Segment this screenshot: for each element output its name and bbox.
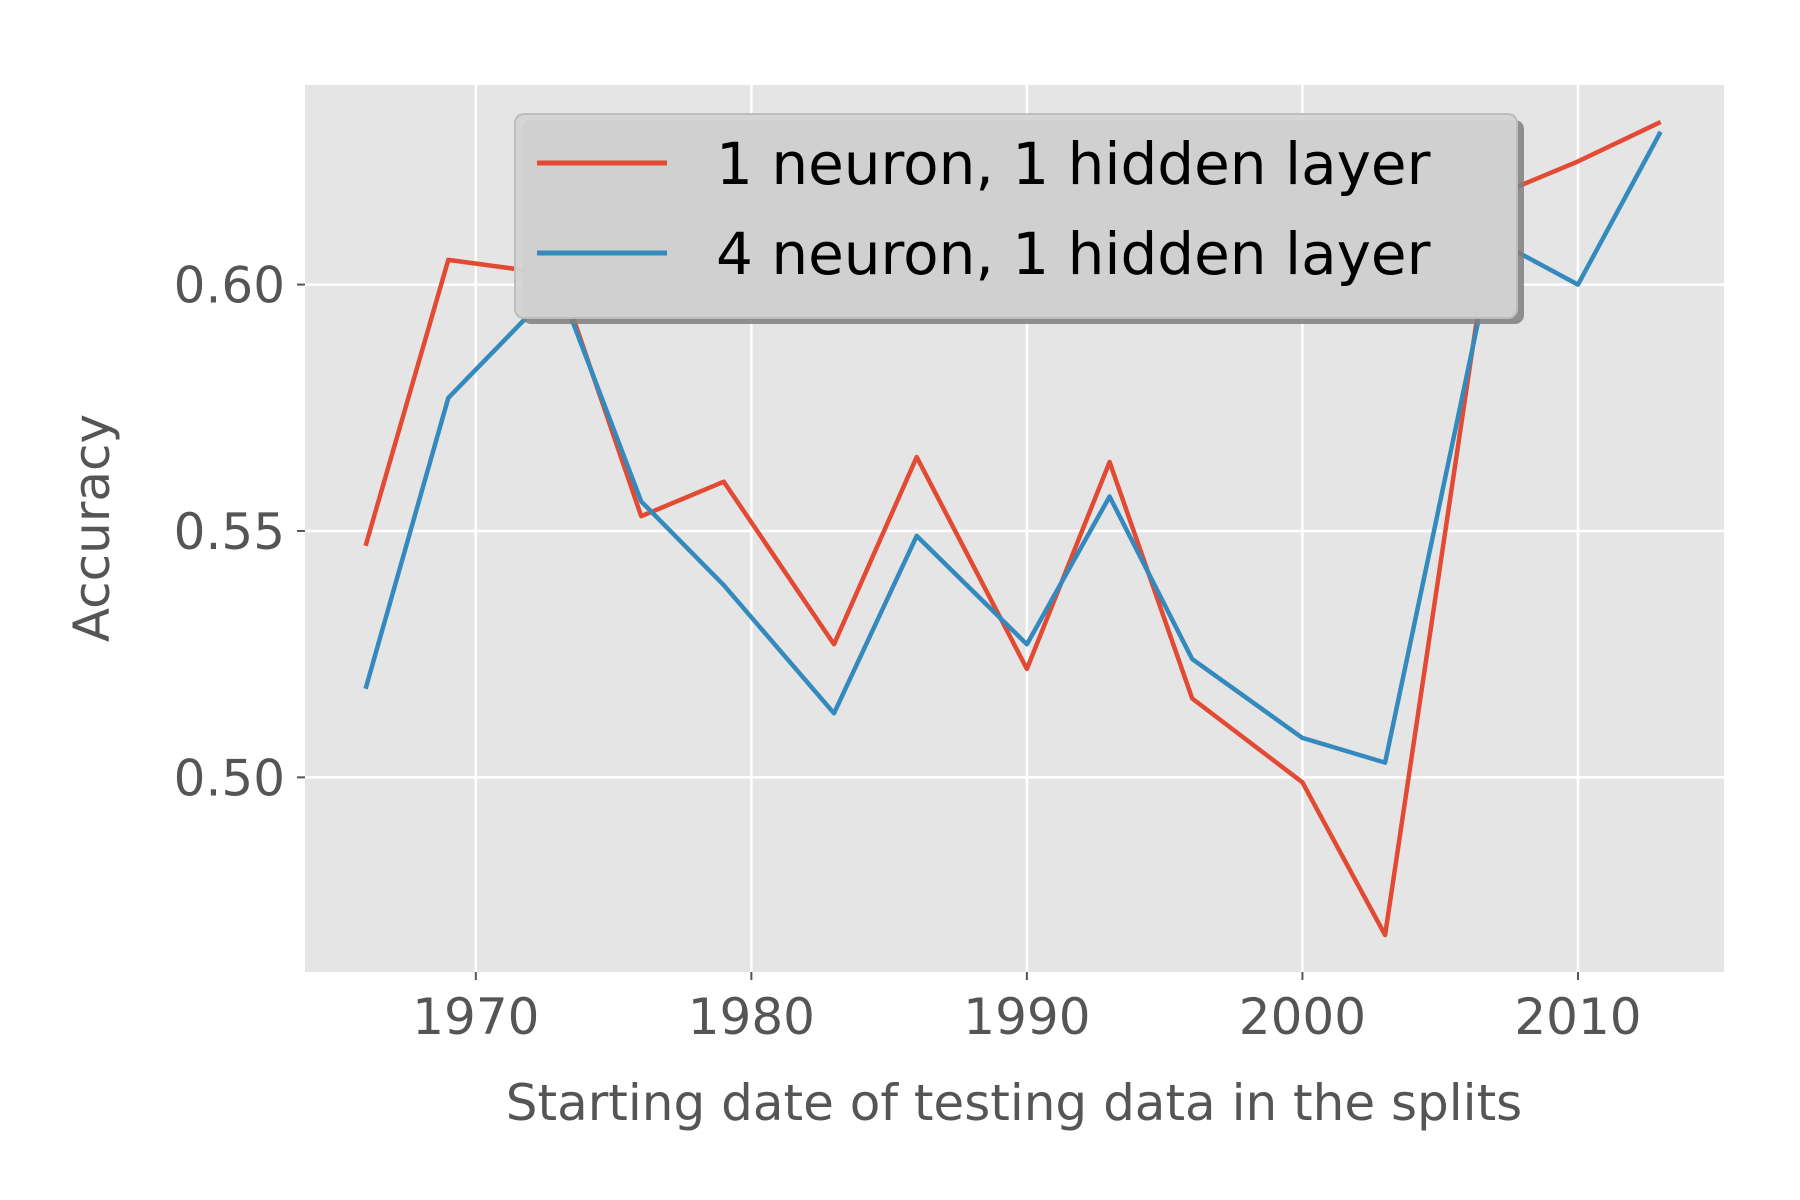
y-tick-label: 0.55	[174, 503, 285, 561]
y-tick-label: 0.60	[174, 257, 285, 315]
legend-label-series-1: 1 neuron, 1 hidden layer	[716, 130, 1431, 198]
legend-label-series-2: 4 neuron, 1 hidden layer	[716, 220, 1431, 288]
series-lines	[363, 119, 1663, 938]
x-tick-label: 2000	[1239, 988, 1366, 1046]
y-tick-label: 0.50	[174, 749, 285, 807]
legend: 1 neuron, 1 hidden layer 4 neuron, 1 hid…	[514, 113, 1524, 324]
legend-box	[514, 113, 1518, 319]
series-line-2	[363, 130, 1663, 765]
y-axis-label: Accuracy	[63, 414, 121, 642]
y-axis-ticks: 0.50 0.55 0.60	[174, 257, 305, 807]
x-tick-label: 1980	[688, 988, 815, 1046]
x-axis-ticks: 1970 1980 1990 2000 2010	[412, 972, 1642, 1046]
x-tick-label: 2010	[1514, 988, 1641, 1046]
x-axis-label: Starting date of testing data in the spl…	[506, 1074, 1522, 1132]
x-tick-label: 1990	[963, 988, 1090, 1046]
x-tick-label: 1970	[412, 988, 539, 1046]
